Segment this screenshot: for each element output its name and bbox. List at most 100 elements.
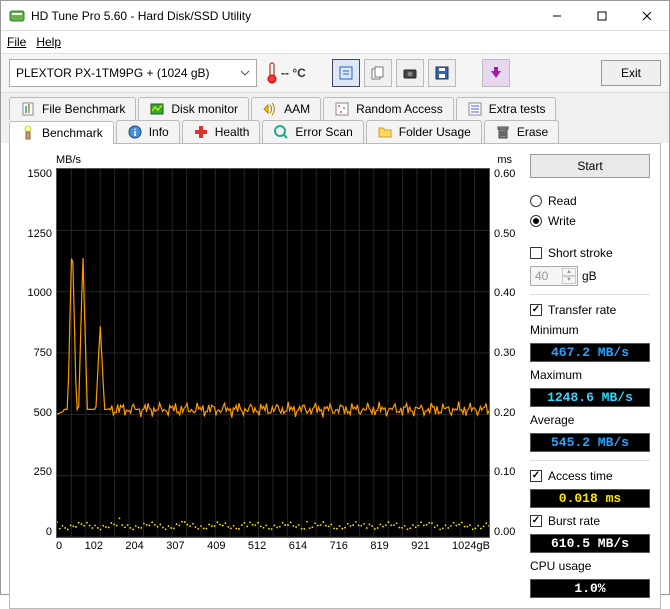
y-right-tick: 0.60 bbox=[494, 168, 515, 180]
read-radio[interactable]: Read bbox=[530, 194, 650, 208]
y-left-tick: 1250 bbox=[28, 228, 52, 240]
tab-label: Info bbox=[149, 125, 169, 139]
tab-info[interactable]: i Info bbox=[116, 120, 180, 143]
tab-folder-usage-icon bbox=[377, 124, 393, 140]
tab-label: File Benchmark bbox=[42, 102, 125, 116]
tab-label: Random Access bbox=[356, 102, 443, 116]
tab-benchmark[interactable]: Benchmark bbox=[9, 121, 114, 144]
tab-label: Disk monitor bbox=[171, 102, 238, 116]
maximize-button[interactable] bbox=[579, 1, 624, 30]
y-right-tick: 0.20 bbox=[494, 407, 515, 419]
y-right-tick: 0.30 bbox=[494, 347, 515, 359]
tab-aam-icon bbox=[262, 101, 278, 117]
y-axis-left: 1500125010007505002500 bbox=[20, 168, 56, 538]
exit-button[interactable]: Exit bbox=[601, 60, 661, 86]
y-left-tick: 750 bbox=[34, 347, 52, 359]
chart-plot bbox=[56, 168, 490, 538]
y-right-tick: 0.00 bbox=[494, 526, 515, 538]
x-tick: 819 bbox=[370, 540, 388, 552]
tab-error-scan-icon bbox=[273, 124, 289, 140]
checkbox-icon bbox=[530, 470, 542, 482]
y-right-tick: 0.10 bbox=[494, 466, 515, 478]
tab-extra-tests[interactable]: Extra tests bbox=[456, 97, 557, 120]
benchmark-panel: MB/s ms 1500125010007505002500 0.600.500… bbox=[9, 143, 661, 609]
tab-erase[interactable]: Erase bbox=[484, 120, 559, 143]
titlebar: HD Tune Pro 5.60 - Hard Disk/SSD Utility bbox=[1, 1, 669, 31]
cpu-usage-value: 1.0% bbox=[530, 579, 650, 598]
tab-random-access-icon bbox=[334, 101, 350, 117]
tab-disk-monitor[interactable]: Disk monitor bbox=[138, 97, 249, 120]
write-radio[interactable]: Write bbox=[530, 214, 650, 228]
x-tick: 409 bbox=[207, 540, 225, 552]
access-time-label: Access time bbox=[548, 469, 613, 483]
tab-folder-usage[interactable]: Folder Usage bbox=[366, 120, 482, 143]
access-time-check[interactable]: Access time bbox=[530, 469, 650, 483]
minimum-label: Minimum bbox=[530, 323, 650, 337]
y-left-tick: 500 bbox=[34, 407, 52, 419]
y-left-tick: 1500 bbox=[28, 168, 52, 180]
read-label: Read bbox=[548, 194, 577, 208]
radio-icon bbox=[530, 215, 542, 227]
tab-health[interactable]: Health bbox=[182, 120, 261, 143]
short-stroke-check[interactable]: Short stroke bbox=[530, 246, 650, 260]
tab-disk-monitor-icon bbox=[149, 101, 165, 117]
x-tick: 0 bbox=[56, 540, 62, 552]
screenshot-button[interactable] bbox=[396, 59, 424, 87]
x-tick: 921 bbox=[411, 540, 429, 552]
tab-erase-icon bbox=[495, 124, 511, 140]
gb-label: gB bbox=[582, 269, 597, 283]
average-value: 545.2 MB/s bbox=[530, 433, 650, 452]
tab-aam[interactable]: AAM bbox=[251, 97, 321, 120]
svg-text:i: i bbox=[133, 128, 136, 139]
close-button[interactable] bbox=[624, 1, 669, 30]
transfer-rate-label: Transfer rate bbox=[548, 303, 616, 317]
chart-pane: MB/s ms 1500125010007505002500 0.600.500… bbox=[20, 154, 520, 598]
radio-icon bbox=[530, 195, 542, 207]
right-panel: Start Read Write Short stroke 40 ▲▼ gB T… bbox=[530, 154, 650, 598]
transfer-rate-check[interactable]: Transfer rate bbox=[530, 303, 650, 317]
toolbar: PLEXTOR PX-1TM9PG + (1024 gB) -- °C Exit bbox=[1, 53, 669, 93]
save-button[interactable] bbox=[428, 59, 456, 87]
x-tick: 1024gB bbox=[452, 540, 520, 552]
x-tick: 102 bbox=[85, 540, 103, 552]
tab-info-icon: i bbox=[127, 124, 143, 140]
average-label: Average bbox=[530, 413, 650, 427]
tab-extra-tests-icon bbox=[467, 101, 483, 117]
tab-error-scan[interactable]: Error Scan bbox=[262, 120, 363, 143]
drive-select[interactable]: PLEXTOR PX-1TM9PG + (1024 gB) bbox=[9, 59, 257, 87]
burst-rate-label: Burst rate bbox=[548, 514, 600, 528]
checkbox-icon bbox=[530, 515, 542, 527]
tab-label: Health bbox=[215, 125, 250, 139]
start-button[interactable]: Start bbox=[530, 154, 650, 178]
minimize-button[interactable] bbox=[534, 1, 579, 30]
down-arrow-button[interactable] bbox=[482, 59, 510, 87]
checkbox-icon bbox=[530, 304, 542, 316]
x-tick: 716 bbox=[330, 540, 348, 552]
menubar: File Help bbox=[1, 31, 669, 53]
tab-file-benchmark[interactable]: File Benchmark bbox=[9, 97, 136, 120]
tabs-row-1: File Benchmark Disk monitor AAM Random Acce… bbox=[1, 93, 669, 120]
short-stroke-input[interactable]: 40 ▲▼ bbox=[530, 266, 578, 286]
tab-label: Folder Usage bbox=[399, 125, 471, 139]
menu-help[interactable]: Help bbox=[36, 35, 61, 49]
short-stroke-label: Short stroke bbox=[548, 246, 613, 260]
drive-select-text: PLEXTOR PX-1TM9PG + (1024 gB) bbox=[16, 66, 210, 80]
toolbar-group-view bbox=[332, 59, 456, 87]
y-axis-right: 0.600.500.400.300.200.100.00 bbox=[490, 168, 520, 538]
tab-benchmark-icon bbox=[20, 125, 36, 141]
menu-file[interactable]: File bbox=[7, 35, 26, 49]
x-axis: 01022043074095126147168199211024gB bbox=[20, 538, 520, 552]
y-left-tick: 250 bbox=[34, 466, 52, 478]
tab-label: Error Scan bbox=[295, 125, 352, 139]
tabs-row-2: Benchmark i Info Health Error Scan Folder Usa… bbox=[1, 120, 669, 143]
minimum-value: 467.2 MB/s bbox=[530, 343, 650, 362]
burst-rate-check[interactable]: Burst rate bbox=[530, 514, 650, 528]
cpu-usage-label: CPU usage bbox=[530, 559, 650, 573]
checkbox-icon bbox=[530, 247, 542, 259]
window-title: HD Tune Pro 5.60 - Hard Disk/SSD Utility bbox=[31, 9, 534, 23]
y-left-tick: 0 bbox=[46, 526, 52, 538]
tab-random-access[interactable]: Random Access bbox=[323, 97, 454, 120]
info-view-button[interactable] bbox=[332, 59, 360, 87]
copy-button[interactable] bbox=[364, 59, 392, 87]
chevron-down-icon bbox=[240, 70, 250, 76]
